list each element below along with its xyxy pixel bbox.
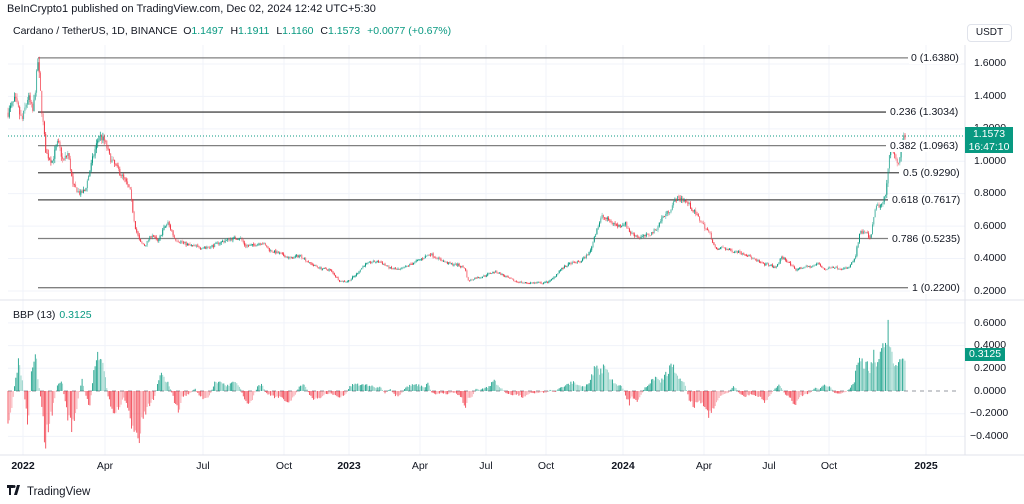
price-tick: 1.6000 xyxy=(974,57,1007,69)
last-price-value: 1.1573 xyxy=(972,128,1006,140)
time-tick: Oct xyxy=(820,460,838,472)
tradingview-logo-icon xyxy=(7,485,23,498)
fib-label-0236: 0.236 (1.3034) xyxy=(888,106,961,118)
change-value: +0.0077 (+0.67%) xyxy=(367,25,452,37)
open-label: O xyxy=(183,25,192,37)
price-tick: 0.8000 xyxy=(974,187,1007,199)
high-label: H xyxy=(230,25,239,37)
price-tick: 0.6000 xyxy=(974,220,1007,232)
time-tick: Apr xyxy=(411,460,429,472)
price-tick: 1.4000 xyxy=(974,90,1007,102)
close-label: C xyxy=(320,25,329,37)
time-tick: 2022 xyxy=(11,460,35,472)
time-tick: Apr xyxy=(695,460,713,472)
time-tick: 2025 xyxy=(914,460,938,472)
bbp-value: 0.3125 xyxy=(59,309,92,321)
fib-label-0382: 0.382 (1.0963) xyxy=(888,140,961,152)
fibonacci-retracement[interactable] xyxy=(38,57,908,289)
grid-lines xyxy=(8,45,965,455)
fib-label-05: 0.5 (0.9290) xyxy=(901,167,962,179)
high-value: 1.1911 xyxy=(238,25,270,37)
open-value: 1.1497 xyxy=(191,25,224,37)
time-tick: 2024 xyxy=(611,460,635,472)
currency-button[interactable]: USDT xyxy=(967,24,1012,42)
bbp-value-tag: 0.3125 xyxy=(965,348,1005,361)
price-tick: 0.4000 xyxy=(974,252,1007,264)
price-tick: 0.2000 xyxy=(974,285,1007,297)
fib-label-1: 1 (0.2200) xyxy=(910,282,962,294)
close-value: 1.1573 xyxy=(328,25,361,37)
low-value: 1.1160 xyxy=(282,25,314,37)
publish-info: BeInCrypto1 published on TradingView.com… xyxy=(7,3,376,15)
low-label: L xyxy=(276,25,283,37)
bbp-tick: 0.0000 xyxy=(974,385,1007,397)
symbol-legend: Cardano / TetherUS, 1D, BINANCE O1.1497 … xyxy=(13,25,451,37)
bbp-tick: 0.2000 xyxy=(974,362,1007,374)
tradingview-brand: TradingView xyxy=(27,485,91,498)
bbp-histogram xyxy=(7,319,906,449)
candlestick-series xyxy=(7,56,906,285)
bbp-tick: −0.4000 xyxy=(970,430,1009,442)
time-tick: 2023 xyxy=(337,460,361,472)
bbp-tick: 0.6000 xyxy=(974,317,1007,329)
bbp-tick: −0.2000 xyxy=(970,407,1009,419)
time-tick: Apr xyxy=(96,460,114,472)
time-tick: Jul xyxy=(479,460,493,472)
fib-label-0618: 0.618 (0.7617) xyxy=(890,194,963,206)
fib-label-0: 0 (1.6380) xyxy=(909,52,961,64)
last-price-tag: 1.1573 16:47:10 xyxy=(965,127,1013,153)
time-tick: Oct xyxy=(275,460,293,472)
bar-countdown: 16:47:10 xyxy=(968,140,1010,153)
symbol-name[interactable]: Cardano / TetherUS, 1D, BINANCE xyxy=(13,25,178,37)
tradingview-logo[interactable]: TradingView xyxy=(7,485,90,498)
fib-label-0786: 0.786 (0.5235) xyxy=(890,233,963,245)
time-tick: Oct xyxy=(537,460,555,472)
bbp-legend[interactable]: BBP (13) 0.3125 xyxy=(13,309,92,321)
price-tick: 1.0000 xyxy=(974,155,1007,167)
bbp-title: BBP (13) xyxy=(13,309,56,321)
time-tick: Jul xyxy=(196,460,210,472)
time-tick: Jul xyxy=(762,460,776,472)
